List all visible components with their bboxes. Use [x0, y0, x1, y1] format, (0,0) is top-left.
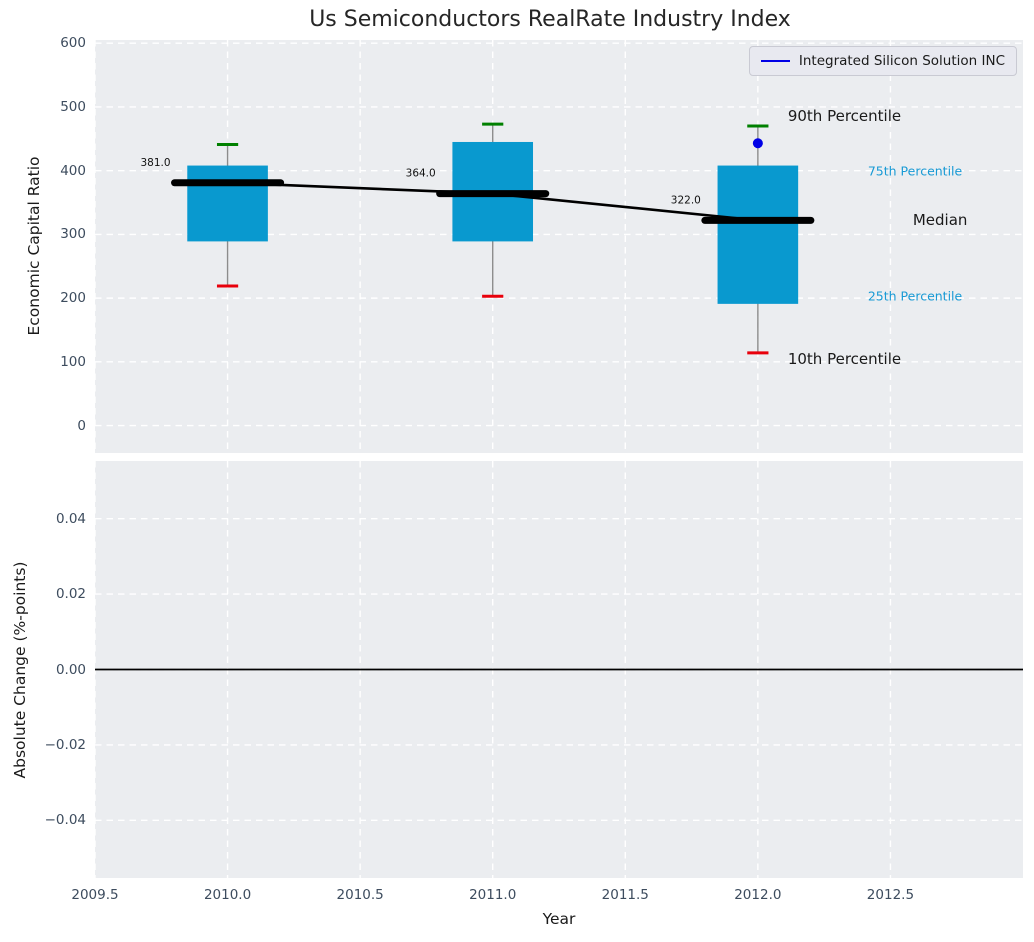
iqr-box: [187, 165, 268, 242]
percentile-label: 90th Percentile: [787, 107, 902, 126]
x-tick-label: 2010.0: [203, 887, 252, 903]
legend: Integrated Silicon Solution INC: [748, 46, 1017, 76]
boxplot-2011: [452, 122, 534, 298]
y-tick-label: 300: [60, 226, 86, 243]
bottom-axes: [94, 461, 1023, 878]
y-tick-label: 400: [60, 162, 86, 179]
legend-label: Integrated Silicon Solution INC: [798, 53, 1005, 69]
y-tick-label: 0.00: [55, 661, 86, 678]
x-tick-label: 2012.0: [734, 887, 782, 903]
top-axes: 381.0 364.0 322.0: [94, 40, 1023, 453]
median-value-label: 381.0: [141, 157, 171, 169]
top-plot-area: 381.0 364.0 322.0: [94, 40, 1023, 453]
bottom-y-axis-label: Absolute Change (%-points): [11, 561, 29, 779]
x-tick-label: 2010.5: [336, 887, 384, 903]
percentile-label: 75th Percentile: [867, 163, 963, 179]
x-tick-label: 2011.0: [469, 887, 517, 903]
top-y-axis-label: Economic Capital Ratio: [25, 156, 43, 336]
iqr-box: [717, 165, 799, 304]
y-tick-label: −0.02: [44, 736, 86, 753]
x-tick-label: 2012.5: [866, 887, 915, 903]
median-value-label: 322.0: [671, 194, 701, 206]
x-tick-label: 2009.5: [71, 887, 119, 903]
median-value-label: 364.0: [406, 168, 436, 180]
percentile-label: 25th Percentile: [867, 288, 963, 304]
y-tick-label: 600: [60, 35, 86, 52]
percentile-label: Median: [912, 211, 968, 230]
legend-line-icon: [760, 59, 790, 63]
y-tick-label: 500: [60, 98, 86, 115]
y-tick-label: 200: [60, 290, 86, 307]
y-tick-label: 0.02: [55, 586, 86, 603]
y-tick-label: 0: [77, 417, 86, 434]
company-point: [752, 138, 763, 149]
y-tick-label: 0.04: [55, 510, 86, 527]
chart-title: Us Semiconductors RealRate Industry Inde…: [309, 7, 791, 32]
x-tick-label: 2011.5: [601, 887, 649, 903]
y-tick-label: −0.04: [44, 812, 86, 829]
boxplot-2012: [717, 124, 799, 355]
y-tick-label: 100: [60, 353, 86, 370]
percentile-label: 10th Percentile: [787, 349, 902, 368]
bottom-plot-area: [94, 461, 1023, 878]
boxplot-2010: [187, 143, 268, 288]
x-axis-label: Year: [542, 910, 576, 928]
